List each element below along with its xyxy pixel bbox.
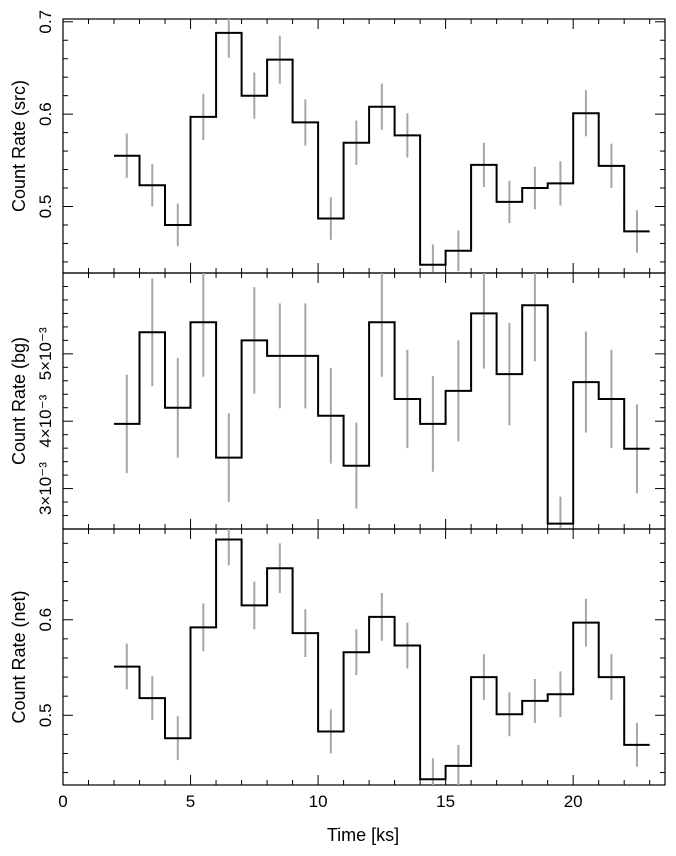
step-line-net (114, 538, 650, 781)
x-tick-label: 0 (58, 792, 67, 811)
y-tick-label: 0.5 (36, 703, 55, 727)
panel-net: 0.5 0.6 (36, 528, 666, 786)
panel-src: 0.5 0.6 0.7 (36, 10, 666, 274)
plot-frame-bg (62, 272, 666, 530)
y-tick-label: 4×10⁻³ (36, 394, 55, 447)
plot-frame-src (62, 18, 666, 274)
y-tick-label: 0.6 (36, 102, 55, 126)
y-axis-label-bg: Count Rate (bg) (9, 337, 29, 465)
x-tick-label: 10 (309, 792, 328, 811)
y-axis-label-net: Count Rate (net) (9, 590, 29, 723)
x-axis-label: Time [ks] (327, 825, 399, 845)
y-axis-label-src: Count Rate (src) (9, 80, 29, 212)
step-line-src (114, 31, 650, 266)
y-tick-label: 0.6 (36, 608, 55, 632)
x-tick-label: 5 (186, 792, 195, 811)
step-line-bg (114, 304, 650, 525)
y-tick-label: 0.5 (36, 195, 55, 219)
y-tick-label: 0.7 (36, 10, 55, 34)
plot-frame-net (62, 528, 666, 786)
y-tick-label: 3×10⁻³ (36, 462, 55, 515)
y-tick-label: 5×10⁻³ (36, 327, 55, 380)
x-tick-label: 20 (564, 792, 583, 811)
x-tick-label: 15 (436, 792, 455, 811)
panel-bg: 3×10⁻³ 4×10⁻³ 5×10⁻³ (36, 272, 666, 530)
